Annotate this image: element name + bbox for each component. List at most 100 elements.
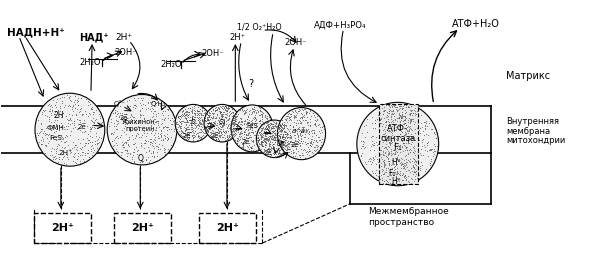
Point: [406, 134, 416, 138]
Point: [200, 114, 210, 118]
Point: [139, 117, 149, 121]
Point: [230, 118, 240, 123]
Point: [216, 130, 226, 134]
Point: [356, 139, 366, 143]
Point: [92, 134, 101, 138]
Point: [201, 128, 210, 132]
Point: [107, 139, 117, 143]
Point: [161, 125, 171, 129]
Point: [406, 108, 416, 112]
Point: [317, 143, 326, 148]
Point: [237, 136, 247, 140]
Point: [408, 163, 418, 167]
Point: [384, 159, 394, 163]
Point: [84, 100, 93, 104]
Point: [260, 140, 270, 144]
Point: [194, 117, 204, 121]
Text: НАДН+Н⁺: НАДН+Н⁺: [7, 27, 65, 37]
Point: [49, 147, 58, 151]
Point: [359, 139, 369, 144]
Point: [384, 152, 394, 156]
Point: [379, 163, 388, 167]
Point: [244, 124, 254, 129]
Point: [245, 134, 254, 139]
Point: [258, 120, 268, 124]
Point: [429, 131, 439, 135]
Point: [86, 118, 96, 122]
Point: [182, 132, 191, 136]
Point: [391, 125, 401, 129]
Point: [228, 126, 238, 130]
Point: [207, 123, 216, 127]
Point: [402, 177, 411, 181]
Point: [125, 152, 135, 156]
Point: [112, 146, 121, 151]
Point: [236, 119, 245, 123]
Point: [119, 141, 128, 146]
Point: [313, 144, 323, 148]
Point: [311, 139, 321, 143]
Point: [83, 138, 93, 142]
Point: [224, 126, 234, 130]
Point: [217, 120, 227, 124]
Point: [48, 124, 57, 129]
Point: [188, 106, 197, 111]
Point: [274, 126, 284, 130]
Point: [290, 108, 300, 113]
Point: [379, 149, 388, 153]
Point: [145, 142, 154, 146]
Point: [256, 135, 266, 139]
Point: [189, 122, 198, 126]
Point: [407, 136, 417, 140]
Point: [187, 123, 197, 127]
Point: [78, 129, 87, 134]
Point: [367, 139, 377, 143]
Point: [257, 119, 267, 123]
Point: [200, 118, 210, 122]
Point: [273, 140, 283, 144]
Point: [277, 124, 286, 129]
Point: [259, 131, 268, 135]
Point: [274, 151, 283, 155]
Point: [163, 107, 173, 111]
Point: [273, 143, 283, 147]
Point: [400, 118, 409, 122]
Point: [276, 152, 286, 156]
Point: [383, 118, 393, 123]
Point: [183, 113, 193, 117]
Point: [231, 122, 241, 126]
Point: [271, 146, 280, 150]
Point: [216, 104, 226, 108]
Point: [177, 133, 187, 138]
Point: [203, 130, 213, 134]
Point: [190, 128, 200, 133]
Point: [155, 146, 165, 151]
Point: [197, 119, 207, 123]
Point: [275, 129, 285, 133]
Point: [201, 127, 211, 131]
Point: [294, 117, 303, 122]
Point: [215, 128, 225, 133]
Point: [302, 152, 312, 156]
Point: [147, 104, 156, 108]
Point: [257, 144, 267, 148]
Point: [242, 121, 252, 125]
Point: [273, 142, 282, 146]
Point: [384, 144, 393, 148]
Point: [51, 151, 60, 155]
Point: [221, 115, 230, 119]
Point: [186, 125, 196, 129]
Point: [176, 119, 186, 123]
Point: [256, 129, 266, 133]
Point: [227, 121, 237, 125]
Point: [121, 148, 130, 152]
Point: [282, 114, 291, 118]
Point: [236, 134, 246, 138]
Point: [277, 118, 287, 122]
Point: [55, 123, 65, 127]
Point: [291, 151, 301, 155]
Point: [189, 115, 198, 119]
Point: [257, 139, 267, 143]
Point: [269, 146, 279, 151]
Point: [50, 103, 60, 107]
